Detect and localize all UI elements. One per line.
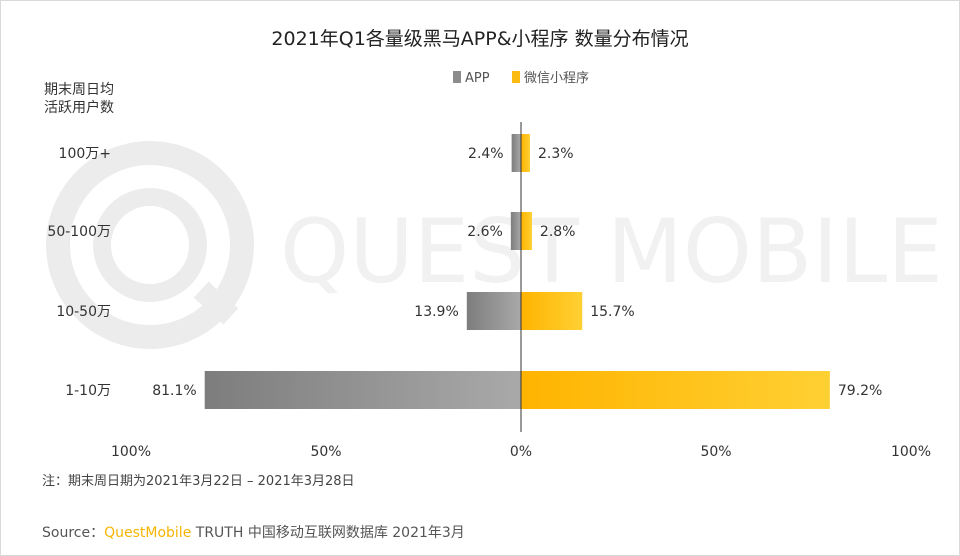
source-line: Source：QuestMobile TRUTH 中国移动互联网数据库 2021… (42, 522, 465, 542)
x-tick-label: 50% (700, 444, 731, 460)
x-tick-label: 50% (310, 444, 341, 460)
category-label: 100万+ (59, 146, 111, 162)
bar-mini-program (521, 134, 530, 172)
bar-app (511, 134, 521, 172)
data-label-app: 13.9% (414, 304, 458, 320)
data-label-mini-program: 2.8% (540, 224, 576, 240)
bar-app (510, 212, 521, 250)
bar-mini-program (521, 292, 583, 330)
source-brand: QuestMobile (104, 525, 192, 541)
legend-swatch-mini (512, 71, 520, 83)
category-label: 10-50万 (56, 304, 111, 320)
chart-title: 2021年Q1各量级黑马APP&小程序 数量分布情况 (271, 28, 688, 50)
watermark-logo (46, 141, 254, 349)
data-label-app: 2.6% (467, 224, 503, 240)
legend-swatch-app (453, 71, 461, 83)
x-tick-label: 100% (111, 444, 151, 460)
y-axis-label-line-1: 期末周日均 (44, 82, 114, 98)
source-rest: TRUTH 中国移动互联网数据库 2021年3月 (191, 525, 465, 541)
legend: APP 微信小程序 (453, 71, 589, 86)
data-label-app: 81.1% (152, 383, 196, 399)
y-axis-label-line-2: 活跃用户数 (44, 99, 114, 116)
footnote: 注：期末周日期为2021年3月22日 – 2021年3月28日 (42, 474, 355, 489)
category-label: 1-10万 (65, 383, 111, 399)
legend-label-mini: 微信小程序 (524, 71, 589, 86)
bars-group: 100万+ 2.4% 2.3% 50-100万 2.6% 2.8% 10-50万 13.9% 1… (47, 134, 882, 409)
data-label-mini-program: 15.7% (590, 304, 634, 320)
legend-label-app: APP (465, 71, 490, 86)
bar-mini-program (521, 371, 830, 409)
x-tick-label: 0% (510, 444, 532, 460)
x-tick-label: 100% (891, 444, 931, 460)
bar-app (204, 371, 521, 409)
x-axis-ticks: 100% 50% 0% 50% 100% (111, 444, 931, 460)
bar-mini-program (521, 212, 532, 250)
bar-app (466, 292, 521, 330)
data-label-mini-program: 2.3% (538, 146, 574, 162)
data-label-mini-program: 79.2% (838, 383, 882, 399)
category-label: 50-100万 (47, 224, 111, 240)
watermark-text: QUEST MOBILE (280, 200, 943, 303)
source-prefix: Source： (42, 525, 105, 541)
data-label-app: 2.4% (468, 146, 504, 162)
